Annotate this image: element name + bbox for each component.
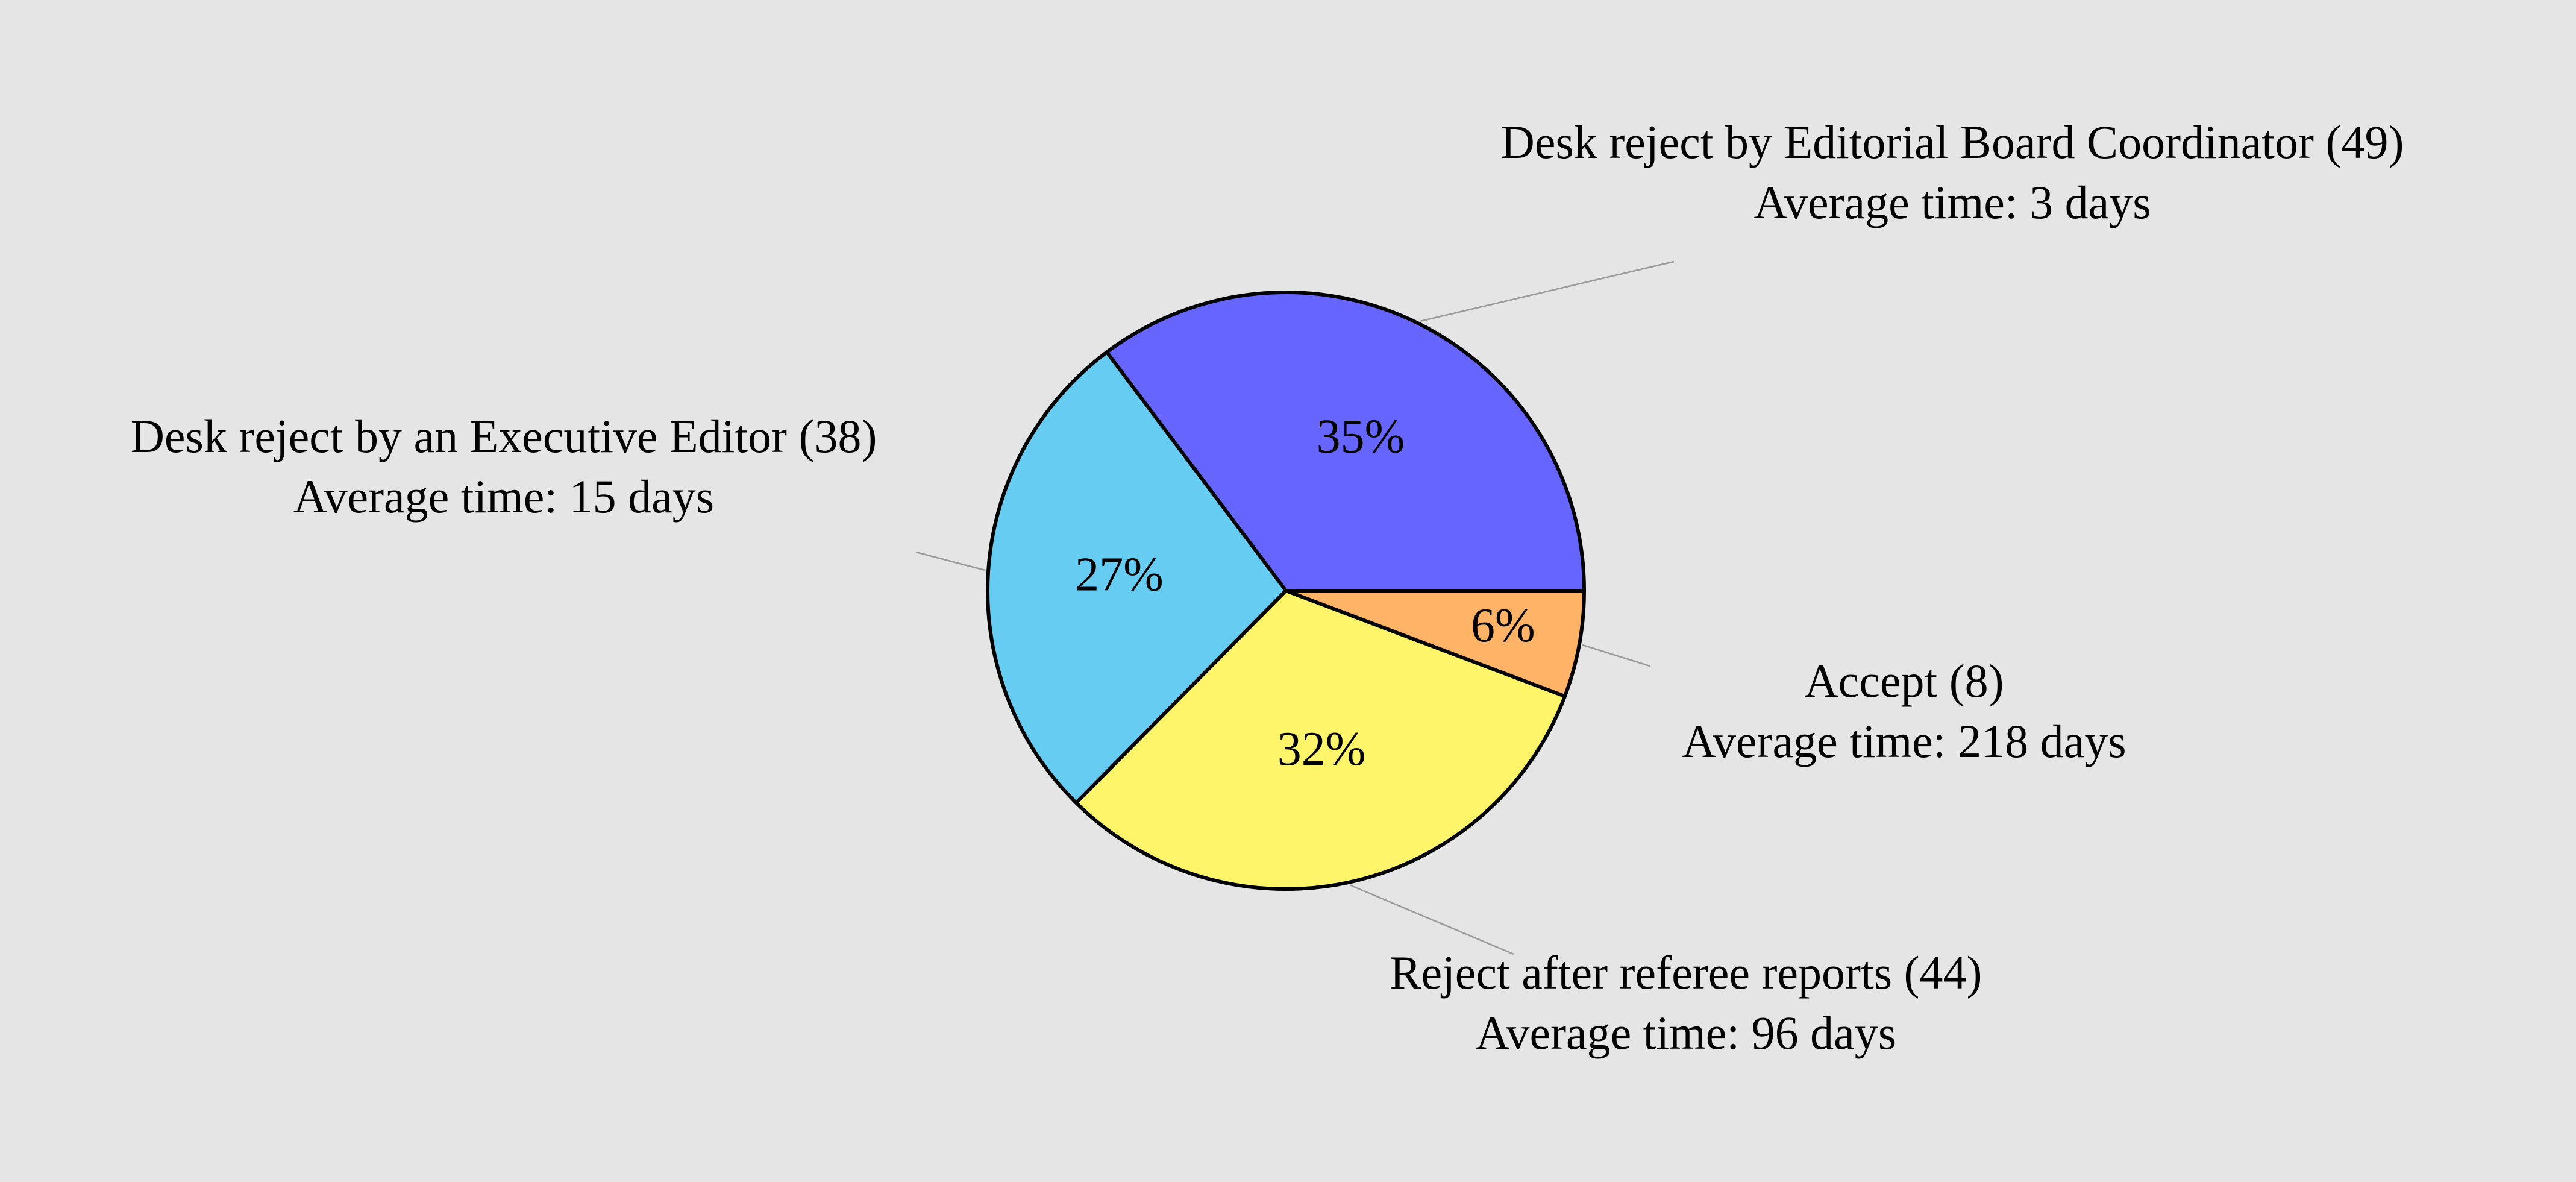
slice-category-label: Reject after referee reports (44) xyxy=(1390,946,1982,999)
leader-line xyxy=(1420,260,1675,322)
slice-detail-label: Average time: 3 days xyxy=(1753,176,2151,228)
slice-category-label: Accept (8) xyxy=(1804,655,2004,707)
leader-line xyxy=(1582,644,1650,667)
leader-line xyxy=(1350,884,1514,955)
slice-detail-label: Average time: 218 days xyxy=(1682,715,2126,767)
pie-slices xyxy=(986,291,1586,891)
pie-slice xyxy=(1284,589,1586,699)
leader-line xyxy=(915,551,986,571)
slice-detail-label: Average time: 15 days xyxy=(293,470,714,523)
slice-percent-label: 32% xyxy=(1277,723,1366,776)
pie-slice xyxy=(1105,291,1586,593)
slice-category-label: Desk reject by an Executive Editor (38) xyxy=(131,410,877,462)
slice-labels: Desk reject by Editorial Board Coordinat… xyxy=(131,116,2404,1059)
percent-labels: 35% 27% 32% 6% xyxy=(1075,410,1535,776)
slice-percent-label: 6% xyxy=(1471,599,1535,652)
slice-category-label: Desk reject by Editorial Board Coordinat… xyxy=(1501,116,2404,168)
pie-slice xyxy=(1074,589,1567,891)
slice-percent-label: 27% xyxy=(1075,549,1164,602)
leader-lines xyxy=(915,260,1675,955)
slice-detail-label: Average time: 96 days xyxy=(1476,1007,1896,1059)
slice-percent-label: 35% xyxy=(1317,410,1405,463)
pie-slice xyxy=(986,350,1288,805)
